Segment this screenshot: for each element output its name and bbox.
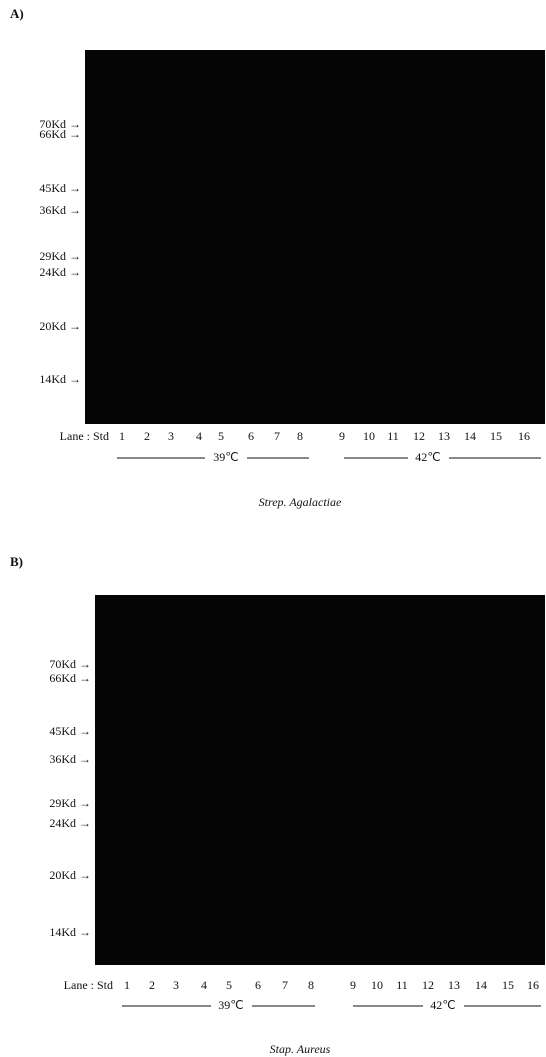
marker-label: 24Kd → [39, 265, 81, 279]
marker-label: 29Kd → [39, 249, 81, 263]
marker-label: 36Kd → [49, 752, 91, 766]
panel-label: A) [10, 6, 24, 21]
caption: Strep. Agalactiae [259, 495, 342, 509]
lane-prefix: Lane : Std [64, 978, 113, 992]
lane-label: 3 [173, 978, 179, 992]
lane-label: 13 [438, 429, 450, 443]
lane-label: 1 [124, 978, 130, 992]
marker-label: 66Kd → [39, 127, 81, 141]
marker-label: 20Kd → [39, 319, 81, 333]
lane-label: 11 [387, 429, 399, 443]
lane-label: 7 [274, 429, 280, 443]
group-label: 42℃ [430, 998, 455, 1012]
lane-label: 12 [413, 429, 425, 443]
gel-a [85, 50, 545, 424]
lane-label: 11 [396, 978, 408, 992]
lane-label: 2 [149, 978, 155, 992]
lane-label: 12 [422, 978, 434, 992]
marker-label: 24Kd → [49, 816, 91, 830]
lane-label: 5 [218, 429, 224, 443]
group-label: 39℃ [213, 450, 238, 464]
lane-label: 1 [119, 429, 125, 443]
lane-label: 16 [527, 978, 539, 992]
lane-label: 8 [308, 978, 314, 992]
lane-label: 9 [350, 978, 356, 992]
lane-label: 10 [363, 429, 375, 443]
figure: A)70Kd →66Kd →45Kd →36Kd →29Kd →24Kd →20… [0, 0, 546, 1057]
lane-label: 4 [196, 429, 202, 443]
marker-label: 70Kd → [49, 657, 91, 671]
caption: Stap. Aureus [270, 1042, 331, 1056]
marker-label: 29Kd → [49, 796, 91, 810]
lane-label: 13 [448, 978, 460, 992]
panel-label: B) [10, 554, 23, 569]
group-label: 42℃ [415, 450, 440, 464]
lane-label: 14 [475, 978, 487, 992]
marker-label: 14Kd → [39, 372, 81, 386]
marker-label: 45Kd → [39, 181, 81, 195]
lane-label: 9 [339, 429, 345, 443]
gel-b [95, 595, 545, 965]
lane-label: 7 [282, 978, 288, 992]
lane-label: 16 [518, 429, 530, 443]
lane-label: 5 [226, 978, 232, 992]
marker-label: 20Kd → [49, 868, 91, 882]
marker-label: 66Kd → [49, 671, 91, 685]
group-label: 39℃ [218, 998, 243, 1012]
lane-label: 3 [168, 429, 174, 443]
lane-label: 15 [490, 429, 502, 443]
marker-label: 45Kd → [49, 724, 91, 738]
lane-label: 6 [248, 429, 254, 443]
lane-label: 6 [255, 978, 261, 992]
lane-label: 4 [201, 978, 207, 992]
lane-prefix: Lane : Std [60, 429, 109, 443]
lane-label: 15 [502, 978, 514, 992]
lane-label: 2 [144, 429, 150, 443]
lane-label: 14 [464, 429, 476, 443]
lane-label: 8 [297, 429, 303, 443]
marker-label: 36Kd → [39, 203, 81, 217]
marker-label: 14Kd → [49, 925, 91, 939]
lane-label: 10 [371, 978, 383, 992]
